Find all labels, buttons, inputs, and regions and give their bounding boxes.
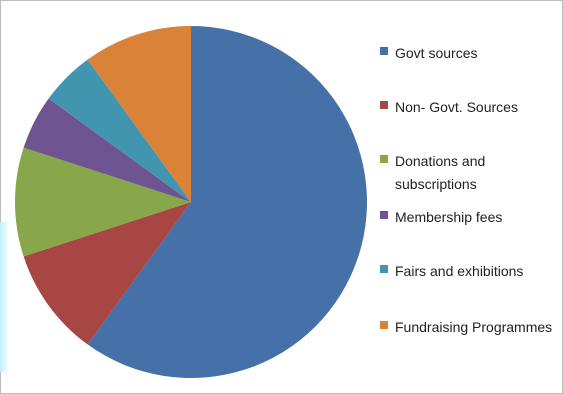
legend-label: Donations and subscriptions <box>395 153 486 192</box>
legend-label: Govt sources <box>395 45 478 61</box>
chart-legend: Govt sources Non- Govt. Sources Donation… <box>380 0 563 394</box>
legend-item-govt-sources: Govt sources <box>380 42 560 65</box>
legend-item-fundraising: Fundraising Programmes <box>380 316 560 339</box>
legend-item-fairs-exhibitions: Fairs and exhibitions <box>380 260 560 283</box>
pie-slice-fairs-and-exhibitions <box>48 59 191 202</box>
legend-item-donations: Donations and subscriptions <box>380 150 515 196</box>
legend-item-membership-fees: Membership fees <box>380 206 560 229</box>
legend-swatch <box>380 321 388 329</box>
left-edge-glow <box>0 222 9 372</box>
legend-swatch <box>380 155 388 163</box>
legend-item-non-govt-sources: Non- Govt. Sources <box>380 96 560 119</box>
legend-label: Membership fees <box>395 209 503 225</box>
legend-swatch <box>380 211 388 219</box>
legend-label: Fairs and exhibitions <box>395 263 524 279</box>
pie-slice-fundraising-programmes <box>87 25 191 202</box>
legend-label: Fundraising Programmes <box>395 319 553 335</box>
legend-label: Non- Govt. Sources <box>395 99 518 115</box>
legend-swatch <box>380 47 388 55</box>
pie-slice-govt-sources <box>87 26 367 378</box>
legend-swatch <box>380 101 388 109</box>
pie-slice-non-govt-sources <box>23 202 191 345</box>
pie-slice-donations-and-subscriptions <box>14 147 191 257</box>
pie-chart <box>14 25 367 378</box>
legend-swatch <box>380 265 388 273</box>
pie-slice-membership-fees <box>23 98 191 202</box>
